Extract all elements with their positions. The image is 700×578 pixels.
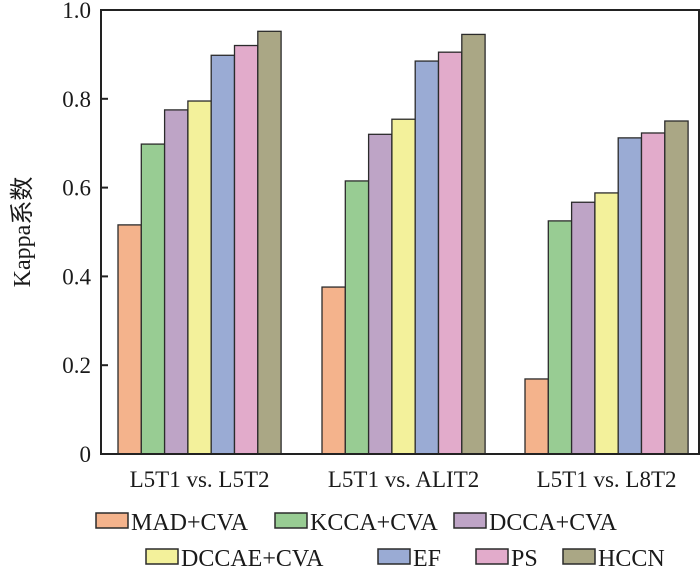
legend: MAD+CVA KCCA+CVA DCCA+CVA DCCAE+CVA EF PS HCCN [95, 510, 665, 572]
legend-item-hccn: HCCN [562, 546, 665, 572]
y-tick-label: 0.4 [62, 264, 91, 289]
bar-kcca-cva-group-2 [344, 180, 370, 455]
bar-dcca-cva-group-3 [570, 201, 596, 455]
y-tick-label: 1.0 [62, 0, 91, 23]
legend-swatch [145, 548, 179, 565]
y-axis-label: Kappa系数 [9, 177, 36, 288]
bar-hccn-group-3 [664, 120, 689, 455]
bar-kcca-cva-group-3 [547, 220, 573, 455]
bar-kcca-cva-group-1 [140, 143, 166, 455]
legend-swatch [475, 548, 509, 565]
legend-item-ef: EF [377, 546, 441, 572]
legend-label: DCCA+CVA [489, 510, 617, 536]
legend-swatch [377, 548, 411, 565]
x-category-label: L5T1 vs. ALIT2 [328, 467, 479, 492]
y-tick-label: 0.6 [62, 176, 91, 201]
bar-hccn-group-2 [461, 33, 486, 455]
bar-ps-group-2 [437, 51, 463, 455]
bar-dccae-cva-group-2 [391, 118, 416, 455]
bar-dccae-cva-group-3 [594, 192, 619, 455]
legend-label: EF [413, 546, 441, 572]
bar-ps-group-1 [233, 44, 259, 455]
legend-swatch [274, 512, 308, 529]
legend-label: PS [511, 546, 538, 572]
legend-swatch [95, 512, 129, 529]
bar-ef-group-2 [414, 60, 440, 455]
legend-label: KCCA+CVA [310, 510, 438, 536]
bar-hccn-group-1 [257, 30, 282, 455]
legend-item-dccae-cva: DCCAE+CVA [145, 546, 324, 572]
bar-mad-cva-group-2 [321, 286, 346, 455]
bars-layer [117, 30, 689, 455]
bar-mad-cva-group-1 [117, 224, 142, 455]
y-tick-label: 0.8 [62, 87, 91, 112]
x-axis-labels: L5T1 vs. L5T2 L5T1 vs. ALIT2 L5T1 vs. L8T2 [130, 467, 677, 492]
bar-mad-cva-group-3 [524, 378, 549, 455]
y-axis-ticks: 0 0.2 0.4 0.6 0.8 1.0 [62, 0, 108, 467]
bar-ps-group-3 [640, 132, 666, 455]
legend-swatch [562, 548, 596, 565]
y-tick-label: 0 [80, 442, 92, 467]
bar-ef-group-3 [617, 137, 643, 455]
bar-dcca-cva-group-2 [367, 133, 393, 455]
x-category-label: L5T1 vs. L8T2 [537, 467, 677, 492]
legend-item-kcca-cva: KCCA+CVA [274, 510, 438, 536]
legend-label: HCCN [598, 546, 665, 572]
x-category-label: L5T1 vs. L5T2 [130, 467, 270, 492]
axes-frame [100, 9, 700, 455]
legend-label: MAD+CVA [131, 510, 249, 536]
legend-item-mad-cva: MAD+CVA [95, 510, 249, 536]
legend-swatch [453, 512, 487, 529]
legend-label: DCCAE+CVA [181, 546, 324, 572]
bar-dccae-cva-group-1 [187, 100, 212, 455]
bar-dcca-cva-group-1 [163, 109, 189, 455]
legend-item-dcca-cva: DCCA+CVA [453, 510, 617, 536]
bar-ef-group-1 [210, 54, 236, 455]
legend-item-ps: PS [475, 546, 538, 572]
y-tick-label: 0.2 [62, 353, 91, 378]
